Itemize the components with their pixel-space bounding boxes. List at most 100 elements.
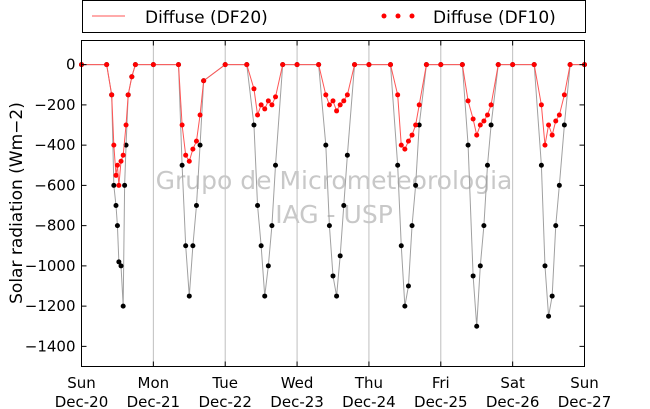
series-1-point-29	[265, 263, 271, 269]
series-1-point-59	[481, 223, 487, 229]
series-0-point-19	[193, 138, 199, 144]
x-tick-label-day-0: Sun	[67, 374, 96, 392]
series-0-point-34	[323, 92, 329, 98]
series-0-point-25	[255, 112, 261, 118]
series-0	[79, 62, 587, 188]
series-0-point-14	[176, 62, 182, 68]
y-tick-label-0: 0	[66, 56, 76, 74]
series-0-point-41	[352, 62, 358, 68]
series-0-point-59	[484, 112, 490, 118]
x-tick-label-date-6: Dec-26	[486, 393, 540, 409]
series-1-point-60	[484, 162, 490, 168]
series-1-point-66	[542, 263, 548, 269]
series-0-point-47	[405, 138, 411, 144]
legend-label-df20: Diffuse (DF20)	[145, 8, 268, 28]
series-line-1	[81, 64, 585, 327]
series-0-point-28	[265, 98, 271, 104]
series-1-point-39	[337, 253, 343, 259]
x-tick-label-date-3: Dec-23	[270, 393, 324, 409]
series-0-point-11	[129, 74, 135, 80]
series-0-point-58	[481, 118, 487, 124]
x-axis: SunDec-20MonDec-21TueDec-22WedDec-23ThuD…	[55, 40, 612, 409]
series-1-point-18	[186, 293, 192, 299]
legend-swatch-df10	[381, 13, 415, 19]
series-1-point-36	[326, 223, 332, 229]
y-axis-label: Solar radiation (Wm−2)	[7, 102, 27, 304]
y-tick-label-2: −400	[34, 136, 75, 154]
y-tick-label-5: −1000	[25, 257, 76, 275]
series-0-point-66	[546, 122, 552, 128]
series-1-point-31	[273, 162, 279, 168]
series-1-point-68	[549, 293, 555, 299]
series-0-point-56	[474, 132, 480, 138]
series-1-point-51	[416, 122, 422, 128]
series-0-point-8	[120, 152, 126, 158]
x-tick-label-date-7: Dec-27	[558, 393, 612, 409]
series-1-point-41	[344, 152, 350, 158]
series-1-point-19	[190, 243, 196, 249]
x-tick-label-day-5: Fri	[432, 374, 450, 392]
series-1-point-70	[556, 182, 562, 188]
series-layer	[79, 62, 587, 329]
series-1-point-47	[402, 303, 408, 309]
series-0-point-20	[197, 112, 203, 118]
series-0-point-38	[337, 102, 343, 108]
x-tick-label-day-3: Wed	[281, 374, 314, 392]
series-1-point-56	[470, 273, 476, 279]
series-0-point-57	[477, 122, 483, 128]
series-1-point-35	[323, 142, 329, 148]
series-0-point-4	[113, 172, 119, 178]
series-1-point-49	[409, 223, 415, 229]
watermark: Grupo de Micrometeorologia IAG - USP	[156, 166, 513, 229]
series-0-point-40	[344, 92, 350, 98]
watermark-line-1: Grupo de Micrometeorologia	[156, 166, 513, 195]
x-tick-label-date-2: Dec-22	[198, 393, 252, 409]
y-tick-label-1: −200	[34, 96, 75, 114]
series-1-point-3	[111, 182, 117, 188]
series-0-point-26	[258, 102, 264, 108]
x-tick-label-day-4: Thu	[354, 374, 383, 392]
series-0-point-16	[183, 152, 189, 158]
series-1-point-21	[197, 142, 203, 148]
series-0-point-48	[409, 132, 415, 138]
series-0-point-33	[316, 62, 322, 68]
series-1-point-69	[553, 223, 559, 229]
series-1-point-58	[477, 263, 483, 269]
series-0-point-50	[416, 102, 422, 108]
legend: Diffuse (DF20) Diffuse (DF10)	[82, 0, 586, 33]
series-0-point-54	[465, 98, 471, 104]
series-0-point-70	[561, 92, 567, 98]
series-0-point-52	[438, 62, 444, 68]
series-0-point-68	[553, 118, 559, 124]
series-0-point-13	[150, 62, 156, 68]
series-1-point-5	[114, 223, 120, 229]
series-0-point-45	[398, 142, 404, 148]
series-0-point-39	[341, 98, 347, 104]
series-0-point-9	[123, 122, 129, 128]
series-1-point-55	[465, 142, 471, 148]
series-1-point-67	[546, 313, 552, 319]
series-1-point-4	[113, 203, 119, 209]
x-tick-label-date-0: Dec-20	[55, 393, 109, 409]
series-0-point-61	[495, 62, 501, 68]
x-tick-label-day-7: Sun	[570, 374, 599, 392]
y-tick-label-6: −1200	[25, 297, 76, 315]
series-1-point-28	[262, 293, 268, 299]
watermark-line-2: IAG - USP	[275, 200, 393, 229]
series-1-point-17	[183, 243, 189, 249]
x-tick-label-day-6: Sat	[500, 374, 525, 392]
y-tick-label-3: −600	[34, 176, 75, 194]
series-1-point-48	[405, 283, 411, 289]
series-0-point-17	[186, 158, 192, 164]
series-0-point-10	[125, 92, 131, 98]
series-0-point-23	[244, 62, 250, 68]
series-0-point-31	[280, 62, 286, 68]
x-tick-label-day-2: Tue	[211, 374, 238, 392]
series-1-point-25	[251, 122, 257, 128]
series-0-point-63	[531, 62, 537, 68]
series-0-point-15	[179, 122, 185, 128]
series-1-point-40	[341, 203, 347, 209]
series-1-point-8	[120, 303, 126, 309]
series-0-point-46	[402, 146, 408, 152]
